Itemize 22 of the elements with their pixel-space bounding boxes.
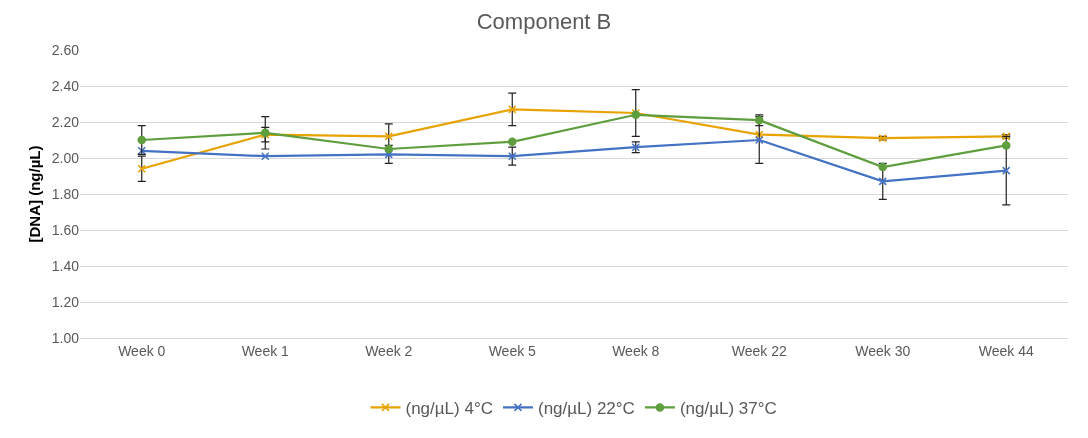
y-tick-label: 1.60	[51, 221, 80, 238]
x-tick-label: Week 0	[118, 342, 166, 359]
y-tick-label: 1.20	[51, 293, 80, 310]
x-tick-label: Week 30	[855, 342, 911, 359]
y-tick-label: 1.40	[51, 257, 80, 274]
y-tick-label: 2.40	[51, 77, 80, 94]
x-tick-label: Week 44	[978, 342, 1034, 359]
legend-label: (ng/µL) 4°C	[405, 399, 493, 419]
y-tick-label: 2.60	[51, 41, 80, 58]
y-tick-label: 2.00	[51, 149, 80, 166]
y-tick-label: 1.00	[51, 329, 80, 346]
chart-title: Component B	[476, 8, 612, 34]
x-tick-label: Week 22	[731, 342, 787, 359]
y-tick-label: 1.80	[51, 185, 80, 202]
legend-label: (ng/µL) 22°C	[537, 399, 635, 419]
legend-label: (ng/µL) 37°C	[679, 399, 777, 419]
x-tick-label: Week 8	[612, 342, 660, 359]
x-tick-label: Week 1	[241, 342, 290, 359]
x-tick-label: Week 2	[365, 342, 413, 359]
y-tick-label: 2.20	[51, 113, 80, 130]
y-axis-title: [DNA] (ng/µL)	[26, 145, 43, 243]
x-tick-label: Week 5	[488, 342, 537, 359]
